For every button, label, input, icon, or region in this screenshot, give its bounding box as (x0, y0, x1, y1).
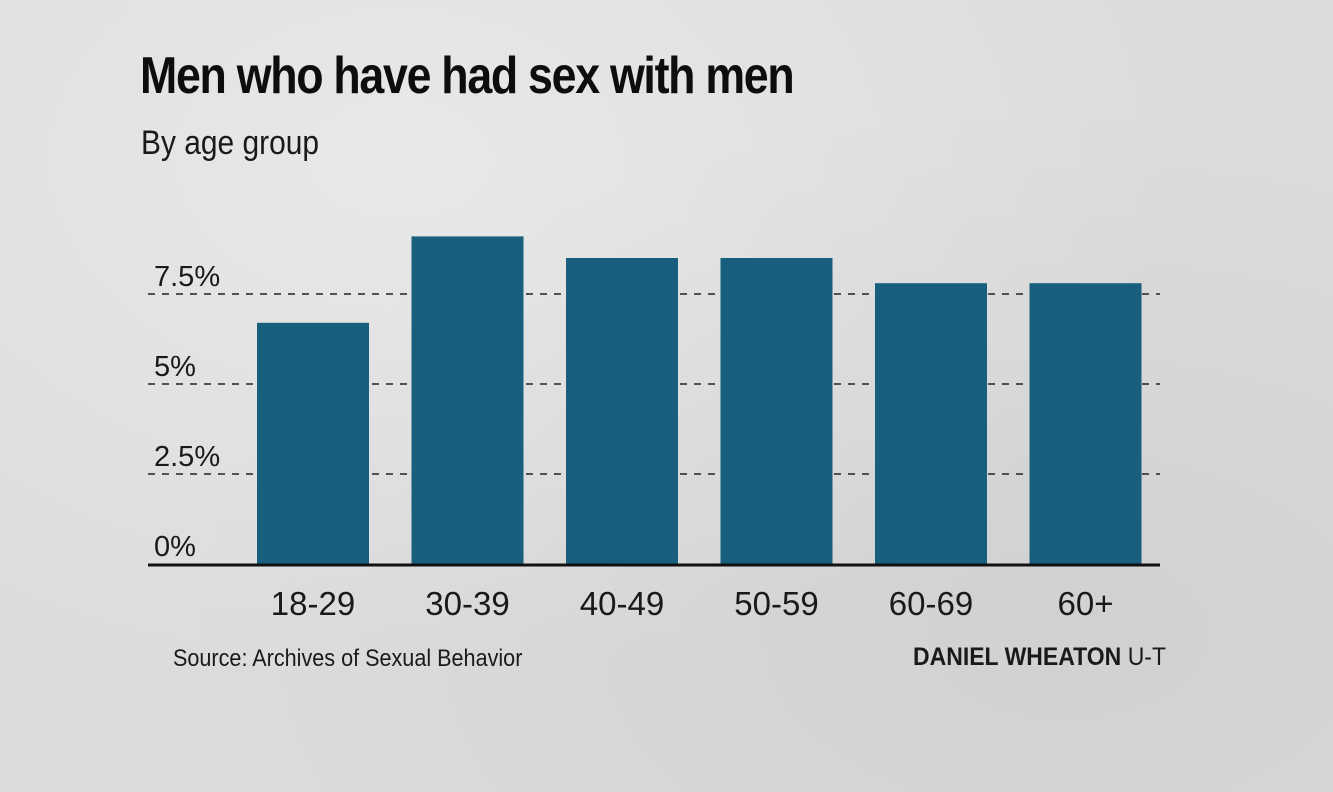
bar-60-69 (875, 283, 987, 564)
x-category-label: 50-59 (734, 585, 818, 622)
credit-name: DANIEL WHEATON (912, 643, 1122, 671)
y-tick-label: 7.5% (154, 261, 220, 293)
x-category-label: 60+ (1058, 585, 1114, 622)
y-tick-label: 0% (154, 531, 196, 563)
x-category-label: 60-69 (889, 585, 973, 622)
source-note: Source: Archives of Sexual Behavior (173, 645, 523, 672)
chart-subtitle: By age group (141, 124, 319, 162)
y-tick-labels: 0% 2.5% 5% 7.5% (154, 261, 220, 563)
y-tick-label: 2.5% (154, 441, 220, 473)
x-category-label: 18-29 (271, 585, 355, 622)
bar-50-59 (720, 258, 833, 564)
bar-30-39 (411, 236, 524, 564)
x-category-label: 40-49 (580, 585, 664, 622)
x-category-labels: 18-29 30-39 40-49 50-59 60-69 60+ (271, 585, 1114, 622)
bar-40-49 (566, 258, 678, 564)
credit-line: DANIEL WHEATON U-T (913, 643, 1166, 672)
chart-title: Men who have had sex with men (140, 47, 795, 105)
y-tick-label: 5% (154, 351, 196, 383)
x-category-label: 30-39 (425, 585, 509, 622)
credit-org: U-T (1127, 643, 1166, 671)
bar-60+ (1029, 283, 1142, 564)
bars (257, 236, 1142, 564)
bar-18-29 (257, 322, 369, 564)
